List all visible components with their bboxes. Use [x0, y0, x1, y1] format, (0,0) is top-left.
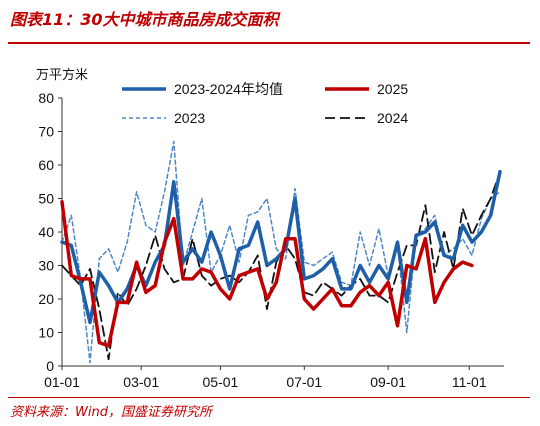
y-tick-label: 40 [38, 224, 54, 240]
legend-label-0: 2023-2024年均值 [174, 81, 283, 97]
chart-series [60, 140, 502, 364]
y-tick-label: 0 [46, 358, 54, 374]
series-line-1 [60, 200, 474, 348]
source-note: 资料来源：Wind，国盛证券研究所 [10, 405, 212, 420]
legend-label-3: 2024 [377, 110, 408, 126]
y-tick-label: 70 [38, 124, 54, 140]
source-divider [8, 397, 530, 398]
legend-label-2: 2023 [174, 110, 205, 126]
x-tick-label: 07-01 [286, 374, 322, 390]
chart-legend: 2023-2024年均值 2025 2023 2024 [122, 81, 408, 126]
y-axis-unit: 万平方米 [36, 68, 89, 83]
legend-label-1: 2025 [377, 81, 408, 97]
x-tick-label: 09-01 [370, 374, 406, 390]
x-tick-label: 11-01 [452, 374, 487, 390]
y-tick-label: 30 [38, 258, 54, 274]
x-tick-label: 05-01 [203, 374, 239, 390]
chart-title: 图表11：30大中城市商品房成交面积 [10, 10, 279, 29]
y-tick-label: 10 [38, 325, 54, 341]
title-divider [8, 42, 530, 44]
x-tick-label: 03-01 [123, 374, 159, 390]
y-tick-label: 80 [38, 90, 54, 106]
chart-axes: 0 10 20 30 40 50 60 70 80 01-01 03-01 05-01 07-01 09-… [38, 90, 504, 390]
y-tick-label: 60 [38, 157, 54, 173]
x-tick-label: 01-01 [44, 374, 80, 390]
y-tick-label: 20 [38, 291, 54, 307]
y-tick-label: 50 [38, 191, 54, 207]
